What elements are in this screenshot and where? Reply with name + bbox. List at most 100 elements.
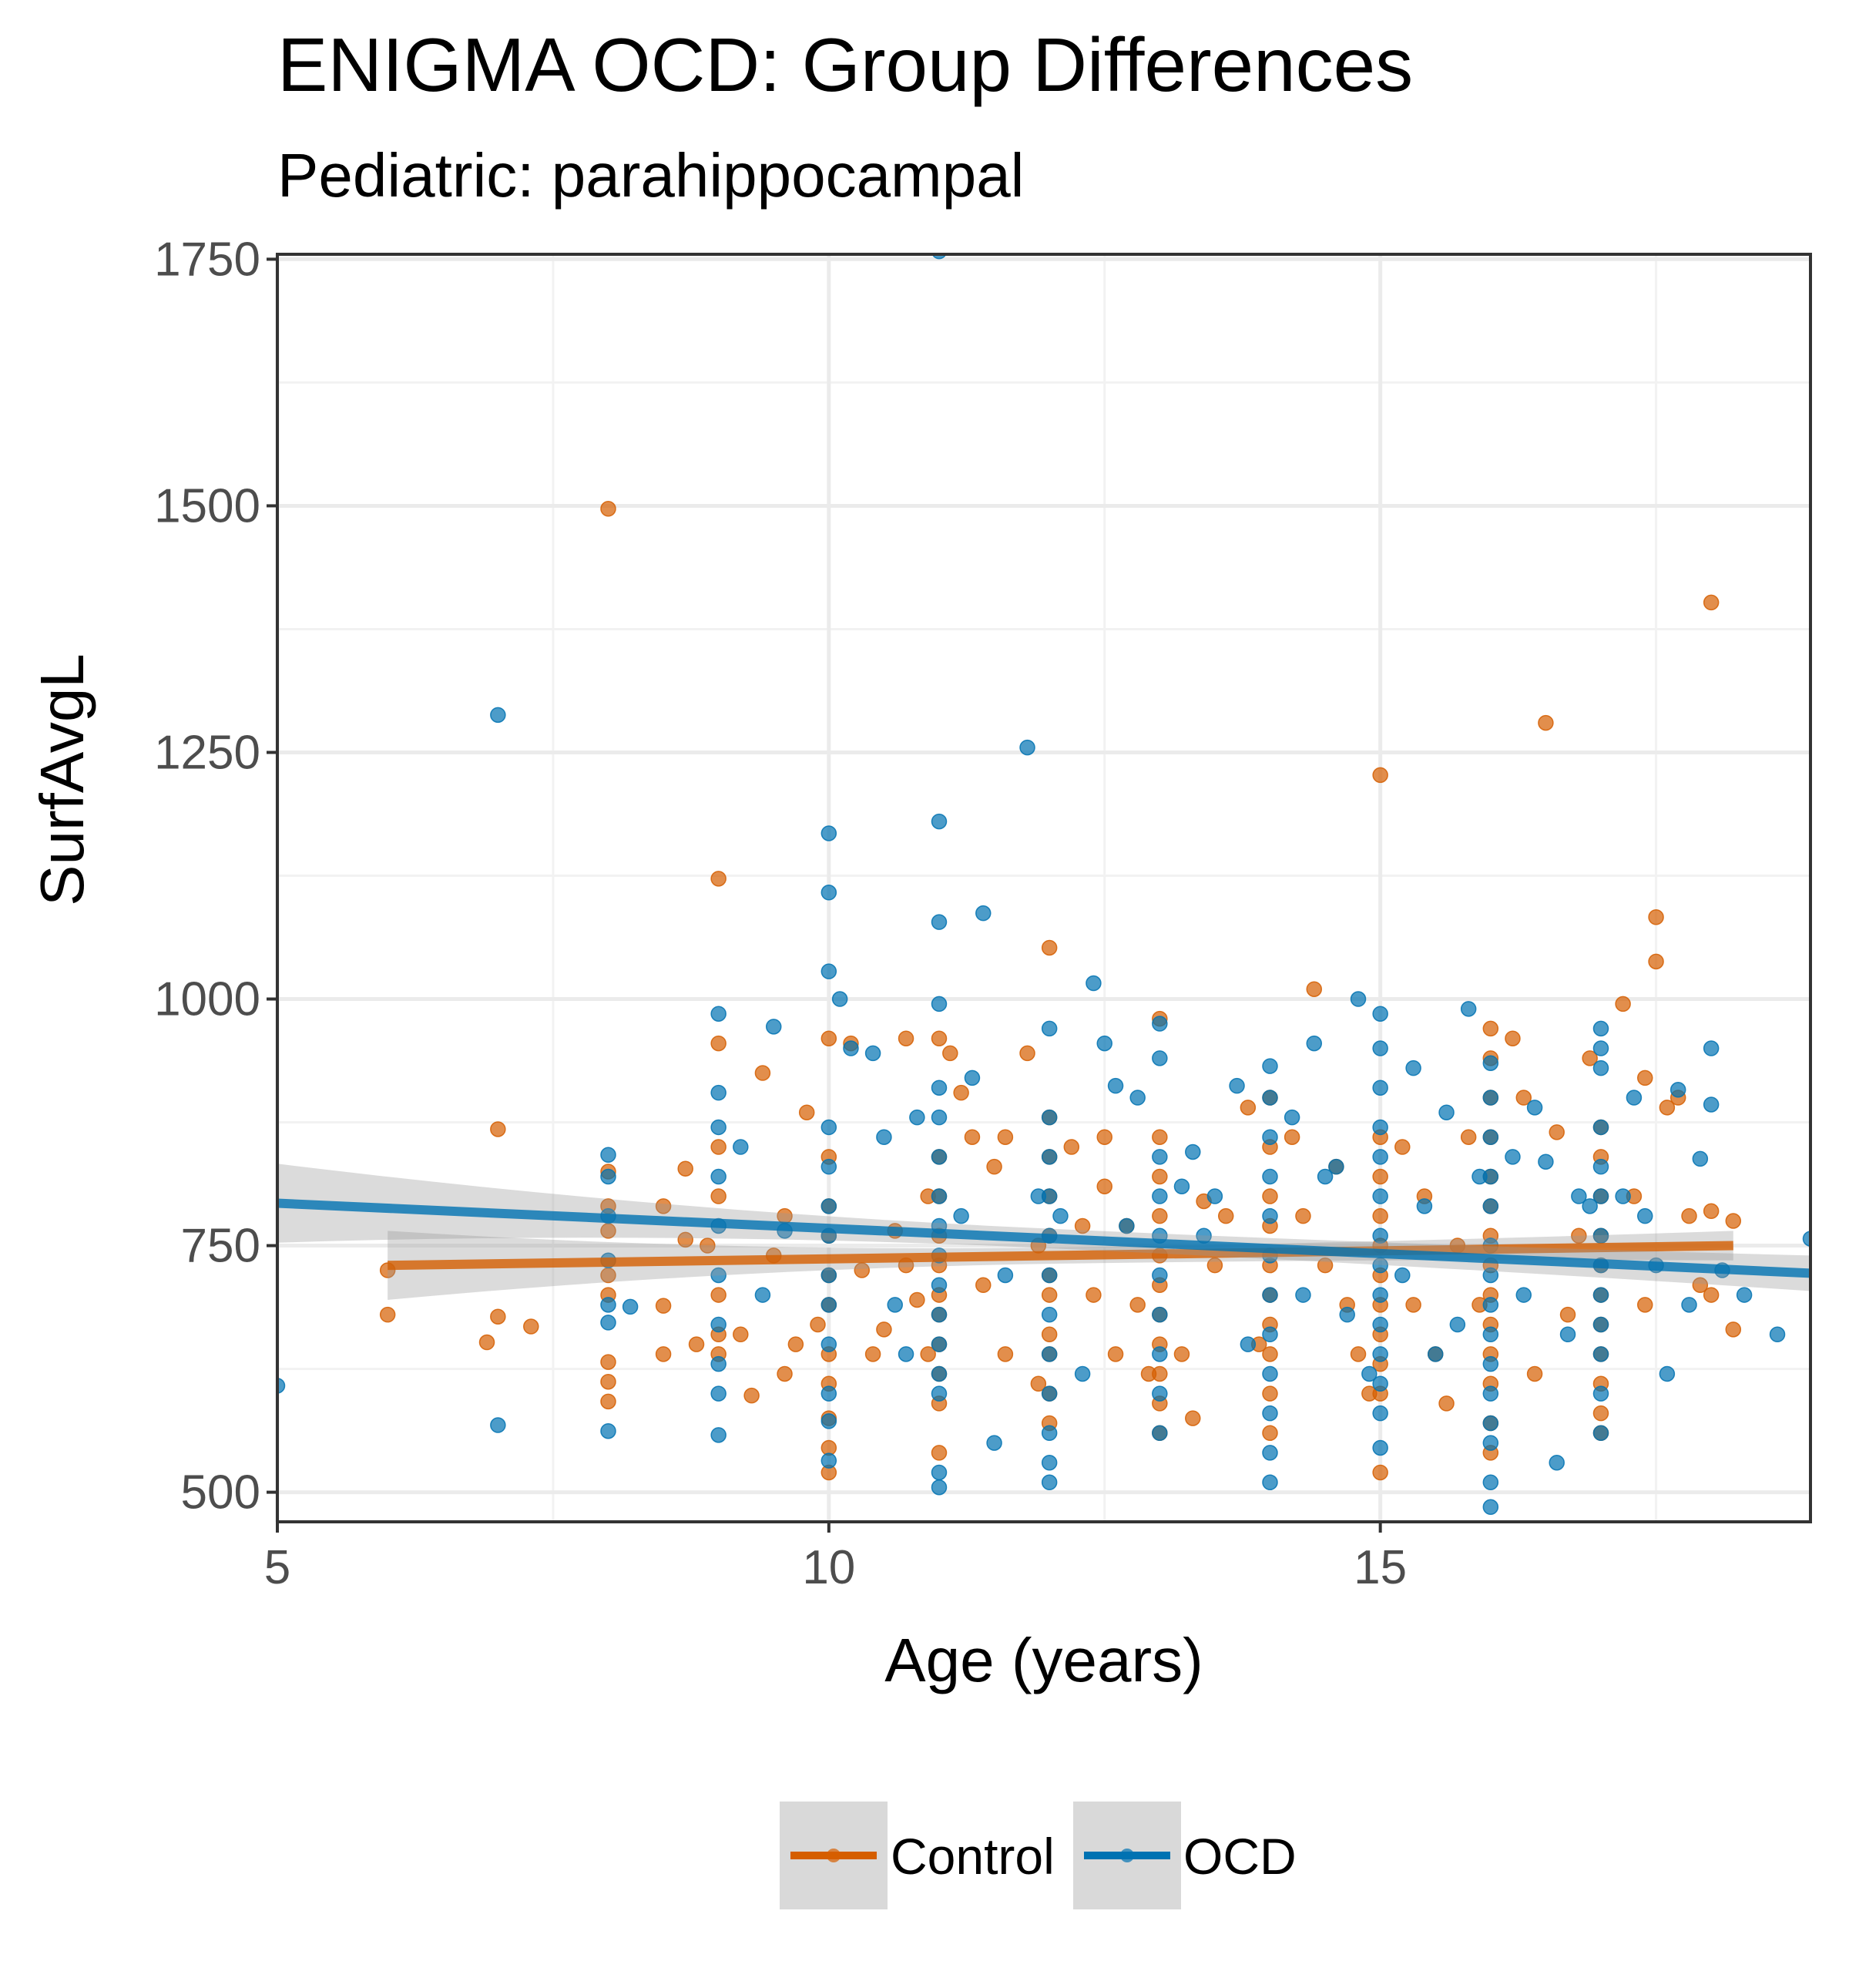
data-point [1052,1207,1069,1224]
data-point [1769,1326,1786,1343]
data-point [1107,1346,1124,1362]
data-point [1482,1499,1499,1516]
data-point [1460,1129,1477,1145]
data-point [953,1084,969,1101]
data-point [600,1315,616,1331]
data-point [1306,981,1323,997]
data-point [1041,1425,1058,1442]
data-point [1262,1474,1278,1491]
data-point [1482,1168,1499,1185]
data-point [1372,1316,1388,1333]
plot-panel [275,253,1812,1523]
data-point [1394,1139,1411,1155]
data-point [710,1427,727,1443]
data-point [1152,1306,1168,1323]
data-point [831,991,848,1007]
data-point [1549,1454,1565,1471]
data-point [1295,1207,1311,1224]
x-axis-title: Age (years) [884,1626,1203,1694]
data-point [710,1006,727,1022]
data-point [931,1030,948,1046]
data-point [1152,1346,1168,1362]
data-point [1571,1188,1587,1204]
series-ocd [277,254,1810,1516]
data-point [1592,1405,1609,1422]
data-point [820,1413,837,1429]
data-point [1736,1287,1753,1303]
data-point [1317,1257,1334,1274]
data-point [1692,1150,1709,1167]
data-point [1559,1306,1576,1323]
data-point [710,1316,727,1333]
data-point [820,1119,837,1136]
data-point [1615,996,1631,1012]
data-point [1592,1316,1609,1333]
data-point [1372,1040,1388,1056]
data-point [1482,1055,1499,1071]
data-point [1427,1346,1444,1362]
data-point [1152,1050,1168,1066]
data-point [1802,1231,1810,1247]
data-point [600,1373,616,1390]
data-point [710,1267,727,1284]
data-point [820,1158,837,1175]
data-point [931,1277,948,1294]
data-point [820,1267,837,1284]
data-point [1405,1059,1421,1076]
data-point [1041,1385,1058,1402]
data-point [1173,1346,1190,1362]
data-point [1372,767,1388,784]
data-point [1152,1149,1168,1165]
data-point [1372,1006,1388,1022]
data-point [710,1188,727,1204]
data-point [1262,1188,1278,1204]
points [277,254,1810,1516]
data-point [1262,1365,1278,1382]
data-point [1515,1090,1532,1106]
data-point [1372,1149,1388,1165]
data-point [1482,1355,1499,1372]
data-point [876,1321,892,1338]
data-point [1262,1445,1278,1461]
data-point [1107,1077,1124,1094]
data-point [1372,1188,1388,1204]
data-point [1482,1326,1499,1343]
data-point [1592,1188,1609,1204]
data-point [931,254,947,260]
data-point [1041,1188,1058,1204]
data-point [1041,939,1058,956]
data-point [1482,1297,1499,1313]
trend-line-control [388,1241,1733,1271]
data-point [600,1297,616,1313]
data-point [1350,1346,1367,1362]
data-point [1096,1129,1112,1145]
data-point [1074,1217,1091,1234]
legend-item-ocd: OCD [1073,1802,1297,1909]
data-point [787,1336,804,1352]
data-point [1592,1287,1609,1303]
data-point [1372,1227,1388,1244]
data-point [920,1346,936,1362]
data-point [931,813,948,830]
data-point [931,1365,948,1382]
data-point [864,1346,881,1362]
data-point [820,1198,837,1214]
data-point [1372,1439,1388,1456]
data-point [1703,1203,1720,1220]
trend-lines [277,1164,1810,1300]
data-point [754,1065,771,1081]
data-point [710,1139,727,1155]
data-point [1086,1287,1102,1303]
data-point [1262,1326,1278,1343]
data-point [1592,1425,1609,1442]
data-point [600,1422,616,1439]
data-point [1086,975,1102,992]
data-point [1592,1158,1609,1175]
data-point [1206,1188,1223,1204]
data-point [490,707,506,724]
data-point [1637,1297,1653,1313]
trend-line-ocd [277,1198,1810,1278]
data-point [1372,1375,1388,1392]
data-point [1041,1474,1058,1491]
data-point [600,501,616,517]
